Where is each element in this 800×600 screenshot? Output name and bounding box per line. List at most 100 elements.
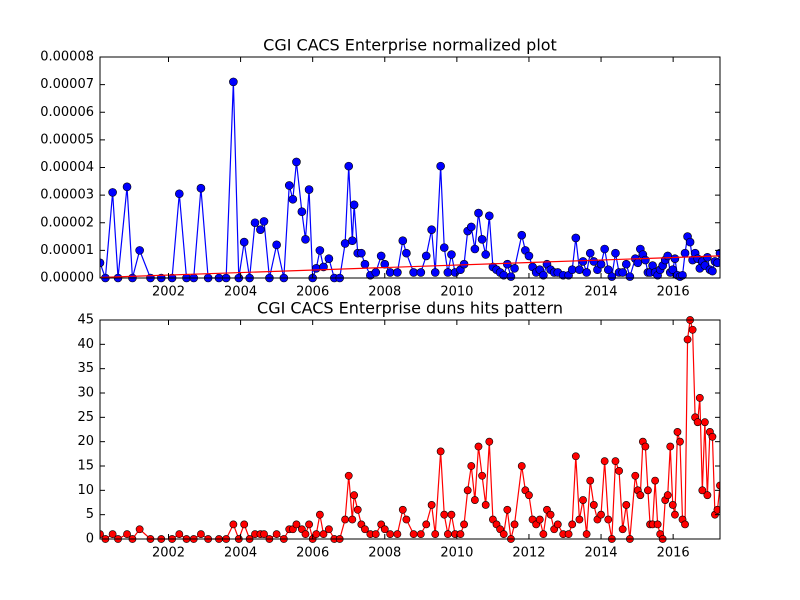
point [467, 462, 476, 470]
point [525, 491, 533, 500]
point [288, 194, 298, 204]
point [312, 530, 321, 539]
x-tick-label: 2010 [440, 546, 473, 561]
point [666, 442, 675, 451]
point [324, 254, 334, 263]
point [304, 185, 314, 194]
point [673, 428, 682, 436]
point [348, 515, 357, 524]
point [272, 530, 281, 539]
point [485, 437, 494, 446]
point [503, 505, 512, 514]
point [703, 491, 712, 500]
point [611, 457, 620, 466]
point [553, 520, 562, 529]
point [517, 230, 527, 240]
point [350, 491, 359, 500]
point [698, 486, 707, 495]
point [481, 250, 490, 259]
point [360, 259, 370, 269]
point [703, 252, 712, 262]
y-tick-label: 0.00007 [40, 77, 94, 92]
x-tick-label: 2004 [224, 546, 257, 561]
point [427, 225, 436, 234]
point [571, 452, 580, 461]
point [357, 248, 366, 258]
point [431, 530, 440, 539]
point [100, 258, 105, 268]
point [715, 248, 720, 258]
point [517, 462, 526, 470]
point [305, 520, 313, 529]
point [653, 520, 662, 529]
point [477, 235, 487, 244]
point [567, 265, 577, 275]
point [380, 525, 389, 534]
y-tick-label: 15 [77, 459, 94, 474]
point [229, 77, 238, 87]
point [568, 520, 577, 529]
point [447, 250, 456, 259]
point [535, 515, 544, 524]
point [470, 244, 480, 254]
point [600, 457, 609, 466]
point [671, 510, 679, 519]
point [344, 471, 353, 480]
point [503, 259, 512, 269]
point [670, 254, 680, 263]
point [474, 442, 483, 451]
point [297, 207, 307, 216]
point [618, 268, 627, 277]
point [708, 266, 717, 276]
point [315, 246, 325, 255]
point [319, 530, 328, 539]
x-tick-label: 2008 [368, 285, 401, 300]
point [409, 530, 418, 539]
point [539, 270, 548, 280]
point [621, 259, 631, 269]
point [708, 432, 717, 441]
point [256, 225, 265, 234]
point [240, 520, 249, 529]
x-tick-label: 2008 [368, 546, 401, 561]
point [315, 510, 324, 519]
point [443, 268, 453, 277]
point [597, 510, 605, 519]
point [311, 264, 321, 273]
point [135, 246, 144, 255]
point [485, 211, 494, 221]
x-tick-label: 2002 [152, 546, 185, 561]
point [615, 466, 623, 475]
point [324, 525, 333, 534]
x-tick-label: 2004 [224, 285, 257, 300]
point [688, 325, 697, 334]
point [618, 525, 627, 534]
point [681, 520, 689, 529]
point [123, 530, 131, 539]
point [197, 530, 205, 539]
point [427, 501, 436, 509]
point [575, 515, 584, 524]
y-tick-label: 0.00008 [40, 50, 94, 65]
point [440, 510, 449, 519]
point [398, 505, 407, 514]
x-tick-label: 2006 [296, 285, 329, 300]
point [361, 525, 369, 534]
y-tick-label: 0.00005 [40, 132, 94, 147]
point [196, 183, 206, 193]
y-tick-label: 30 [77, 386, 94, 401]
point [582, 530, 591, 539]
point [546, 510, 555, 519]
point [663, 251, 673, 261]
point [663, 491, 672, 500]
y-tick-label: 0 [86, 532, 94, 547]
point [474, 208, 483, 218]
point [259, 217, 269, 226]
point [301, 235, 310, 244]
point [398, 236, 408, 246]
point [680, 248, 690, 258]
point [301, 530, 310, 539]
y-tick-label: 0.00002 [40, 215, 94, 230]
x-tick-label: 2012 [512, 285, 545, 300]
